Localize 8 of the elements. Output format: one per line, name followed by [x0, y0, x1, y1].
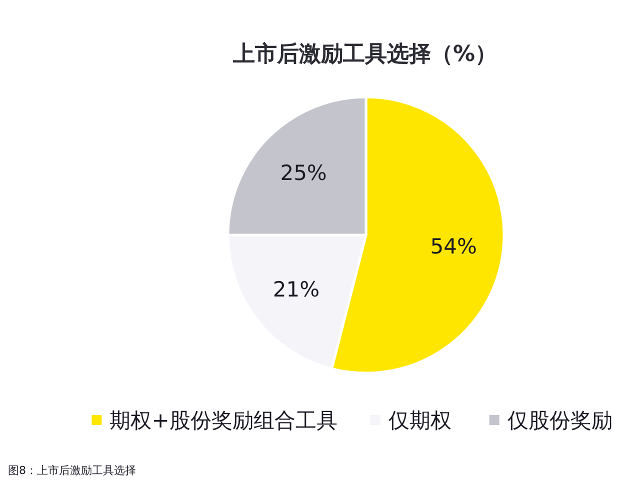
caption: 图8：上市后激励工具选择: [8, 464, 136, 477]
data-label: 54%: [430, 234, 477, 258]
legend-label: 仅期权: [388, 408, 452, 432]
data-label: 25%: [280, 160, 327, 185]
data-label: 21%: [272, 277, 320, 302]
legend-label: 期权+股份奖励组合工具: [110, 408, 338, 432]
legend-label: 仅股份奖励: [507, 408, 612, 432]
chart-title: 上市后激励工具选择（%）: [232, 41, 498, 67]
